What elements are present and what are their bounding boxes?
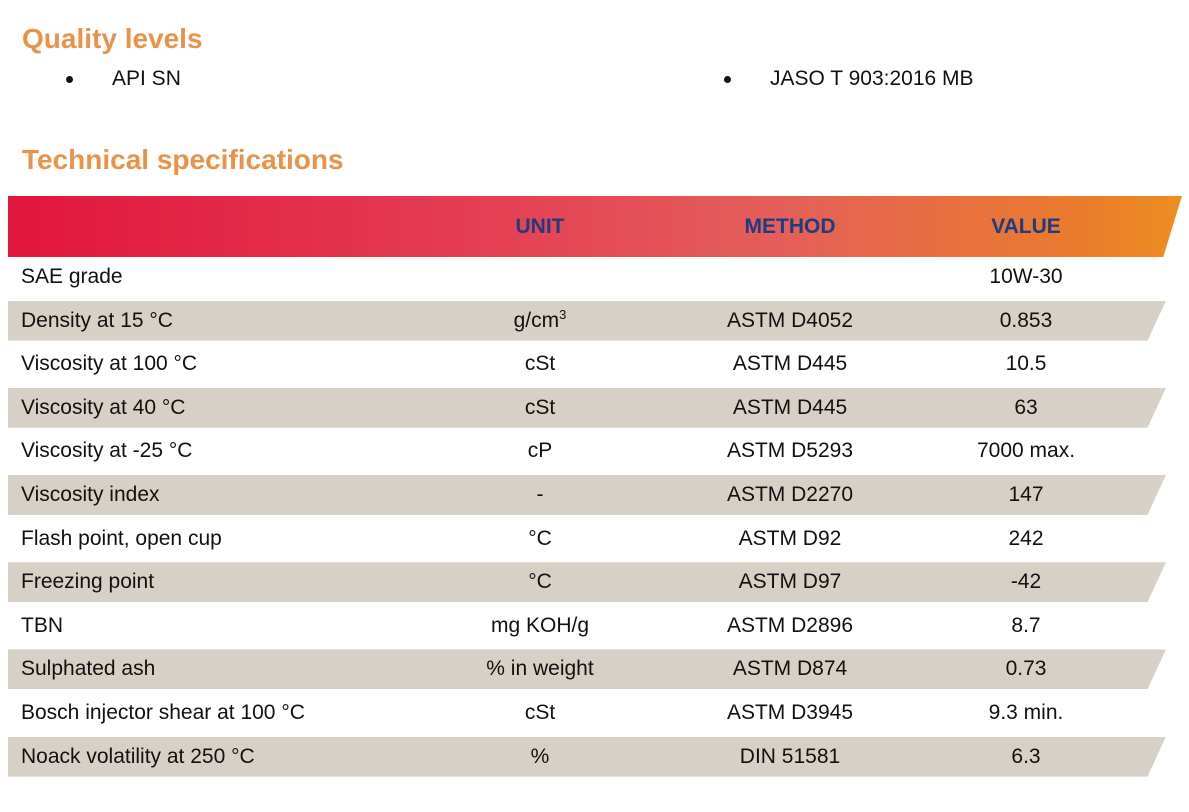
cell-value: 147 bbox=[1008, 483, 1044, 506]
cell-property: Flash point, open cup bbox=[21, 526, 222, 550]
column-header-unit: UNIT bbox=[515, 215, 565, 238]
table-row: TBN mg KOH/g ASTM D2896 8.7 bbox=[8, 606, 1166, 646]
cell-method: ASTM D2896 bbox=[726, 613, 854, 637]
cell-value: 0.73 bbox=[1005, 657, 1047, 681]
cell-unit: cSt bbox=[524, 701, 556, 724]
unit-base: g/cm bbox=[513, 308, 560, 332]
cell-unit: °C bbox=[528, 526, 552, 550]
cell-unit: % bbox=[530, 744, 550, 768]
cell-value: 63 bbox=[1014, 395, 1038, 419]
cell-unit: cSt bbox=[524, 352, 556, 376]
quality-item-label: JASO T 903:2016 MB bbox=[770, 67, 974, 90]
cell-method: ASTM D4052 bbox=[726, 308, 854, 332]
cell-unit: mg KOH/g bbox=[490, 613, 590, 637]
table-row: SAE grade 10W-30 bbox=[8, 257, 1166, 297]
quality-levels-heading: Quality levels bbox=[22, 23, 203, 54]
cell-method: DIN 51581 bbox=[739, 744, 841, 768]
quality-item-label: API SN bbox=[112, 67, 181, 90]
cell-property: SAE grade bbox=[21, 265, 123, 288]
technical-specifications-heading: Technical specifications bbox=[22, 144, 344, 175]
table-row: Viscosity index - ASTM D2270 147 bbox=[8, 475, 1166, 515]
cell-value: 7000 max. bbox=[976, 439, 1076, 463]
cell-property: Viscosity at 100 °C bbox=[21, 352, 198, 376]
cell-value: 242 bbox=[1008, 526, 1044, 550]
cell-unit: °C bbox=[528, 570, 552, 594]
bullet-icon bbox=[724, 76, 731, 83]
cell-unit: g/cm3 bbox=[440, 301, 640, 341]
table-row: Sulphated ash % in weight ASTM D874 0.73 bbox=[8, 649, 1166, 690]
cell-method: ASTM D445 bbox=[732, 395, 848, 419]
cell-property: Viscosity at -25 °C bbox=[21, 439, 193, 463]
cell-unit: - bbox=[536, 483, 544, 506]
table-row: Flash point, open cup °C ASTM D92 242 bbox=[8, 519, 1166, 559]
cell-value: 9.3 min. bbox=[988, 701, 1064, 724]
cell-method: ASTM D445 bbox=[732, 352, 848, 376]
cell-method: ASTM D3945 bbox=[726, 701, 854, 724]
cell-property: Viscosity index bbox=[21, 483, 160, 506]
cell-value: 6.3 bbox=[1011, 744, 1041, 768]
cell-property: Freezing point bbox=[21, 570, 155, 594]
cell-property: Bosch injector shear at 100 °C bbox=[21, 701, 305, 724]
cell-value: 10.5 bbox=[1005, 352, 1047, 376]
bullet-icon bbox=[66, 76, 73, 83]
cell-property: Density at 15 °C bbox=[21, 308, 173, 332]
cell-method bbox=[690, 257, 890, 297]
cell-method: ASTM D2270 bbox=[726, 483, 854, 506]
cell-value: -42 bbox=[1010, 570, 1042, 594]
unit-superscript: 3 bbox=[559, 306, 567, 322]
column-header-method: METHOD bbox=[744, 215, 836, 238]
table-row: Viscosity at 40 °C cSt ASTM D445 63 bbox=[8, 387, 1166, 428]
cell-unit: cSt bbox=[524, 395, 556, 419]
cell-property: Viscosity at 40 °C bbox=[21, 395, 186, 419]
cell-method: ASTM D874 bbox=[732, 657, 848, 681]
table-row: Noack volatility at 250 °C% DIN 51581 6.3 bbox=[8, 736, 1166, 777]
cell-property: Sulphated ash bbox=[21, 657, 156, 681]
cell-unit: % in weight bbox=[486, 657, 594, 681]
table-row: Freezing point °C ASTM D97 -42 bbox=[8, 562, 1166, 603]
cell-value: 10W-30 bbox=[989, 265, 1063, 288]
cell-method: ASTM D5293 bbox=[726, 439, 854, 463]
table-row: Density at 15 °C g/cm3 ASTM D4052 0.853 bbox=[8, 300, 1166, 341]
table-row: Viscosity at -25 °C cP ASTM D5293 7000 max. bbox=[8, 431, 1166, 471]
table-row: Bosch injector shear at 100 °C cSt ASTM D3… bbox=[8, 693, 1166, 733]
column-header-value: VALUE bbox=[991, 215, 1061, 238]
cell-unit bbox=[440, 257, 640, 297]
table-header-bar bbox=[8, 196, 1182, 257]
cell-property: Noack volatility at 250 °C bbox=[21, 744, 255, 768]
cell-method: ASTM D97 bbox=[738, 570, 842, 594]
cell-method: ASTM D92 bbox=[738, 526, 842, 550]
table-row: Viscosity at 100 °C cSt ASTM D445 10.5 bbox=[8, 344, 1166, 384]
cell-value: 8.7 bbox=[1011, 613, 1041, 637]
cell-property: TBN bbox=[21, 613, 63, 637]
cell-value: 0.853 bbox=[999, 308, 1053, 332]
cell-unit: cP bbox=[527, 439, 553, 463]
